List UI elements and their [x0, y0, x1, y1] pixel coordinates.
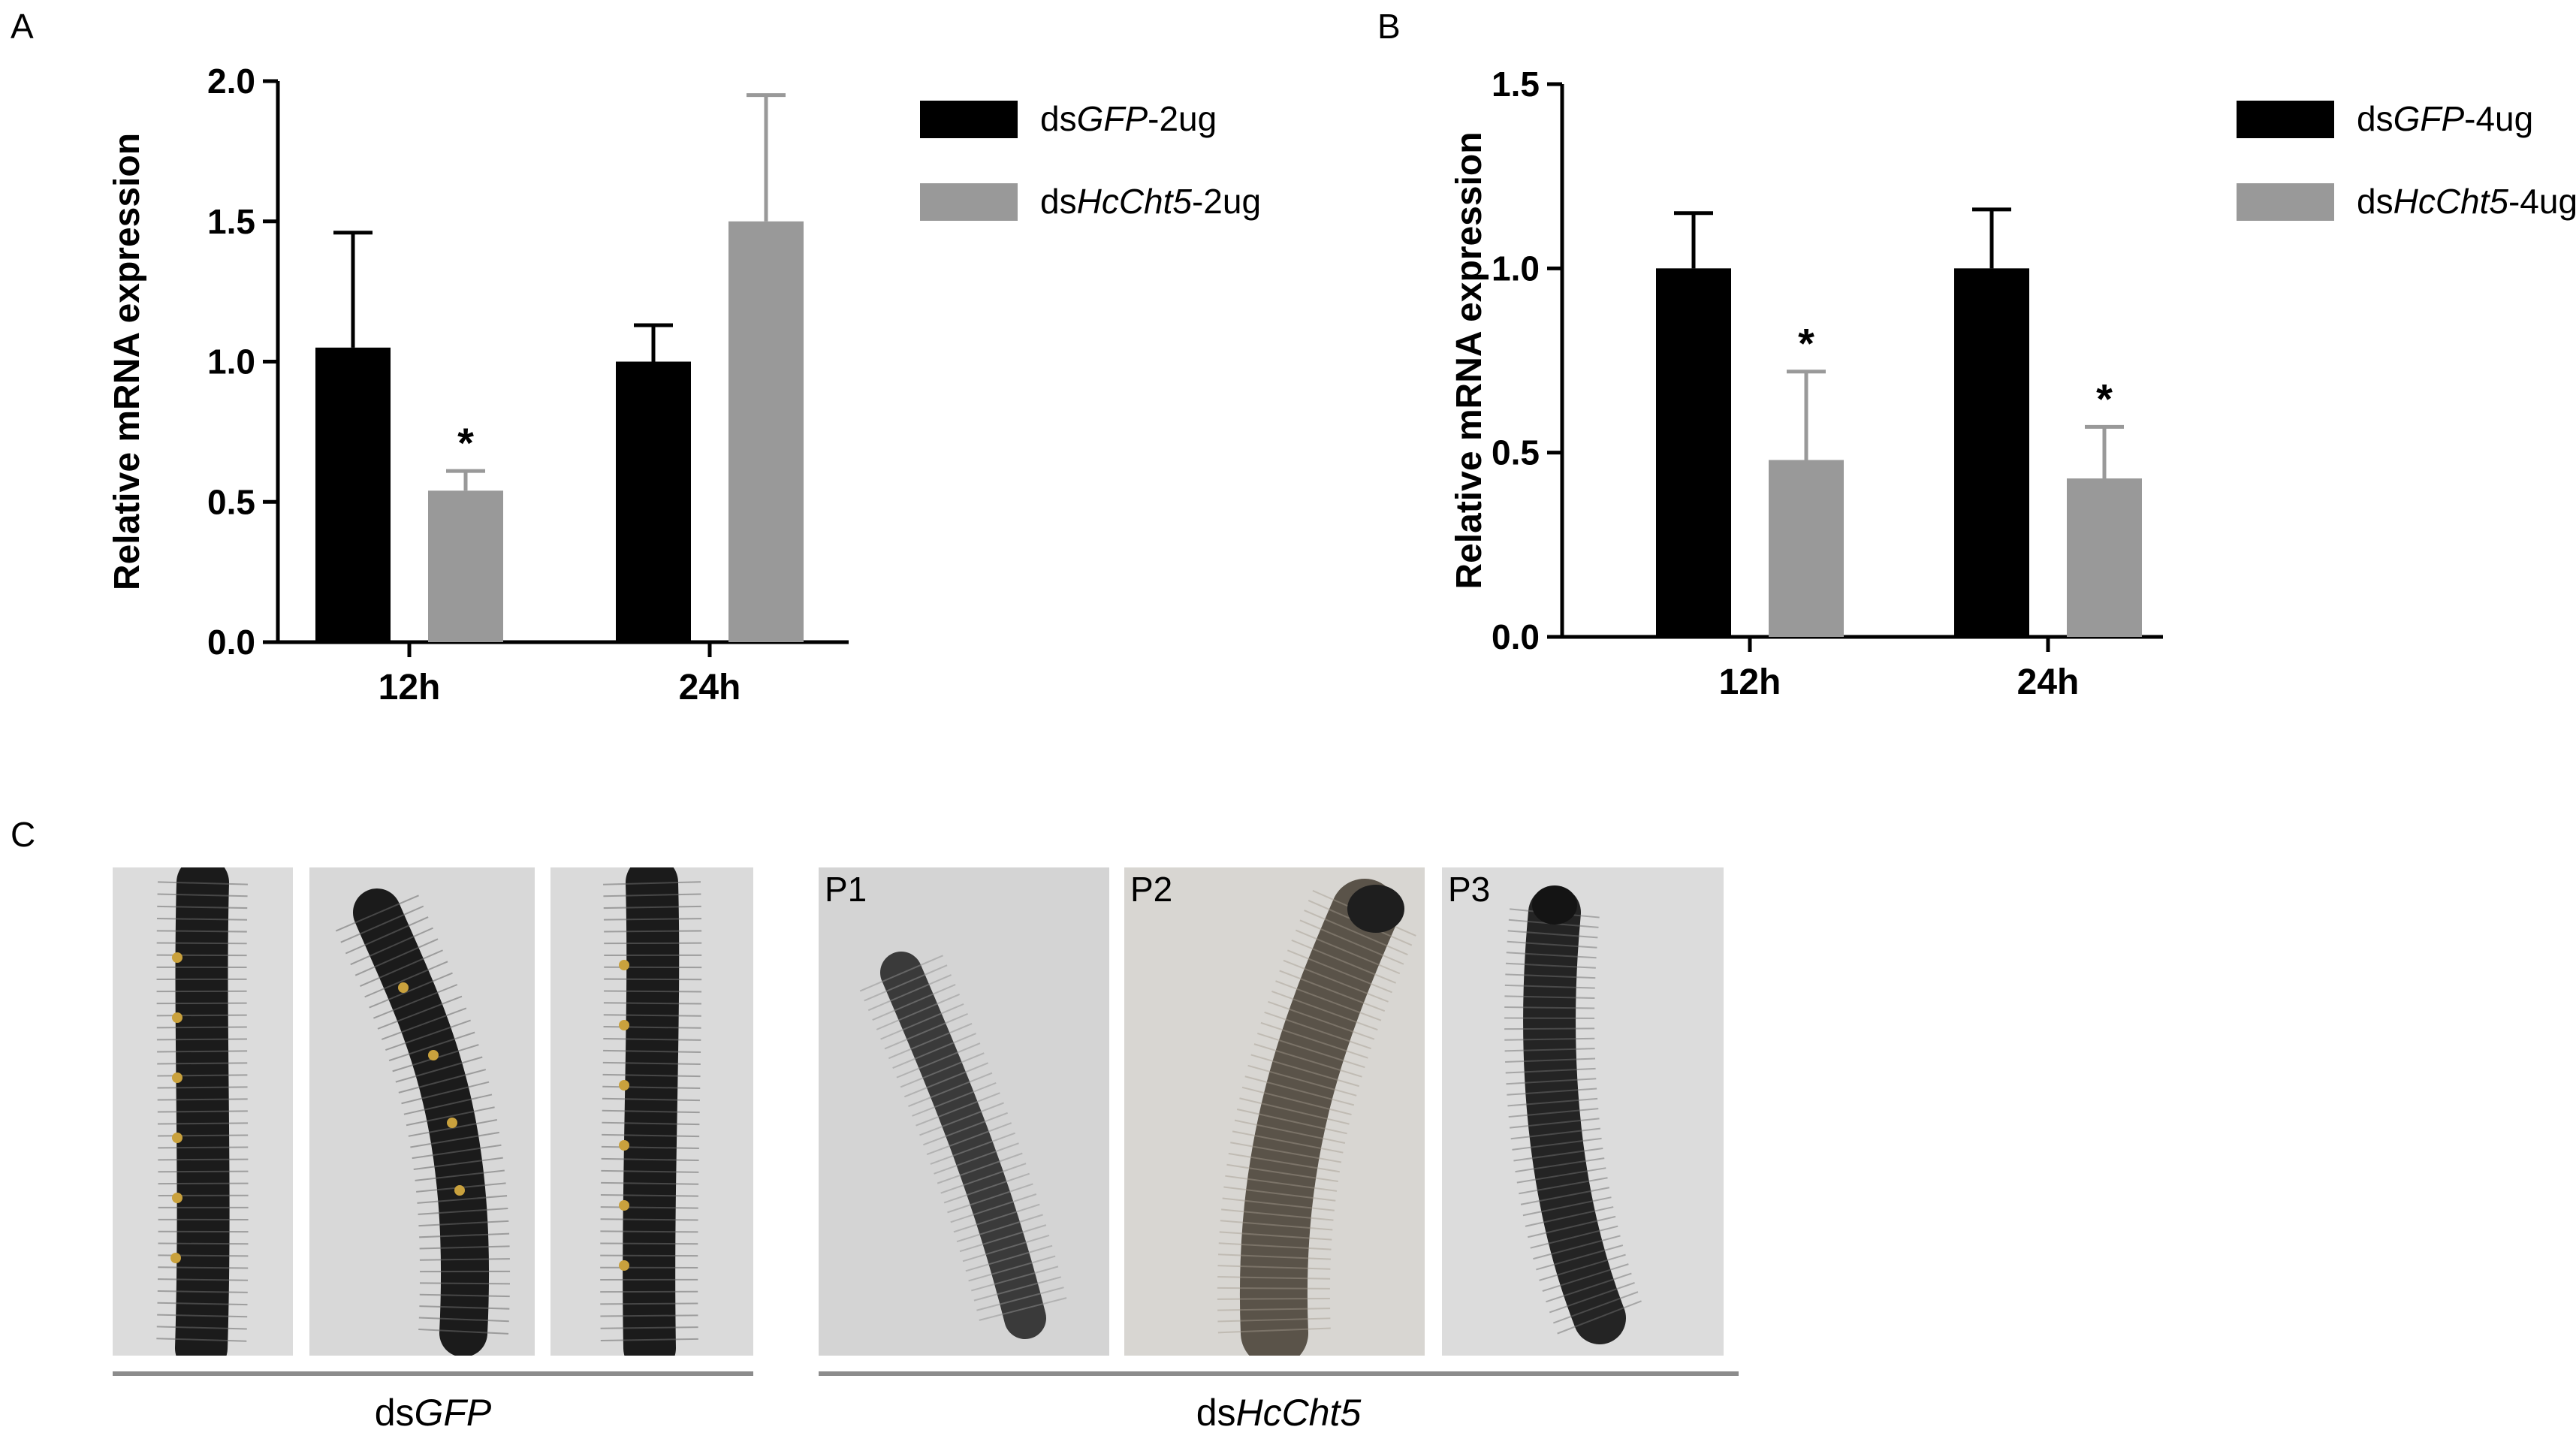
larva-image: [550, 867, 753, 1356]
y-axis-label: Relative mRNA expression: [107, 133, 147, 590]
photo-dshccht5-p3: P3: [1442, 867, 1724, 1356]
bar: [315, 347, 391, 642]
photo-label-p2: P2: [1130, 870, 1173, 909]
panel-label-b: B: [1377, 7, 1401, 46]
panel-label-c: C: [11, 815, 36, 854]
bar: [728, 221, 804, 642]
legend-swatch: [920, 183, 1018, 221]
caption-gene: GFP: [414, 1392, 492, 1434]
caption-prefix: ds: [1196, 1392, 1236, 1434]
x-tick-label: 12h: [1719, 662, 1781, 702]
larva-image: [113, 867, 293, 1356]
larva-image: [1124, 867, 1425, 1356]
chart-a: 0.0 0.5 1.0 1.5 2.0 Relative mRNA expression *…: [107, 62, 1261, 707]
y-axis-label: Relative mRNA expression: [1449, 131, 1489, 589]
bar: [428, 490, 503, 642]
y-tick-label: 1.5: [207, 202, 255, 241]
legend-swatch: [2237, 183, 2334, 221]
bar: [616, 361, 691, 642]
legend-label: dsHcCht5-2ug: [1040, 182, 1261, 221]
bar: [1769, 460, 1844, 637]
photo-dshccht5-p1: P1: [819, 867, 1109, 1356]
group-rule-dshccht5: [819, 1371, 1739, 1376]
larva-image: [1442, 867, 1724, 1356]
caption-gene: HcCht5: [1235, 1392, 1362, 1434]
group-rule-dsgfp: [113, 1371, 753, 1376]
legend-label: dsHcCht5-4ug: [2357, 182, 2576, 221]
legend-label: dsGFP-4ug: [2357, 99, 2533, 138]
panel-label-a: A: [11, 7, 34, 46]
y-tick-label: 1.5: [1492, 65, 1540, 104]
photo-dsgfp-1: [113, 867, 293, 1356]
x-tick-label: 24h: [2017, 662, 2080, 702]
photo-label-p1: P1: [825, 870, 867, 909]
photo-dsgfp-3: [550, 867, 753, 1356]
caption-prefix: ds: [374, 1392, 415, 1434]
group-caption-dsgfp: dsGFP: [113, 1391, 753, 1434]
y-tick-label: 0.5: [1492, 433, 1540, 472]
photo-dshccht5-p2: P2: [1124, 867, 1425, 1356]
significance-mark: *: [2096, 375, 2113, 422]
significance-mark: *: [457, 419, 474, 466]
y-tick-label: 0.5: [207, 482, 255, 521]
bar: [2067, 478, 2142, 637]
y-tick-label: 1.0: [1492, 249, 1540, 288]
bar: [1954, 268, 2029, 637]
significance-mark: *: [1798, 320, 1814, 367]
legend-label: dsGFP-2ug: [1040, 99, 1217, 138]
legend-swatch: [2237, 101, 2334, 138]
x-tick-label: 12h: [379, 668, 441, 707]
y-tick-label: 1.0: [207, 342, 255, 382]
larva-image: [309, 867, 535, 1356]
y-tick-label: 2.0: [207, 62, 255, 101]
larva-image: [819, 867, 1109, 1356]
y-tick-label: 0.0: [1492, 617, 1540, 656]
legend-swatch: [920, 101, 1018, 138]
x-tick-label: 24h: [679, 668, 741, 707]
photo-label-p3: P3: [1448, 870, 1491, 909]
photo-dsgfp-2: [309, 867, 535, 1356]
group-caption-dshccht5: dsHcCht5: [819, 1391, 1739, 1434]
bar: [1656, 268, 1731, 637]
y-tick-label: 0.0: [207, 623, 255, 662]
